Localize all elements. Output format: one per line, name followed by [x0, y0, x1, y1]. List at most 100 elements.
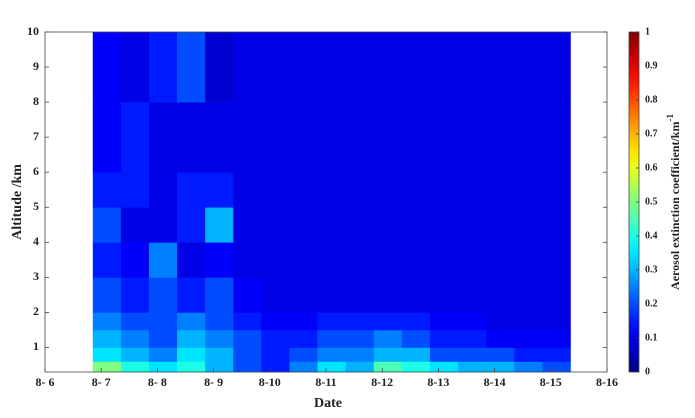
heatmap-cell — [148, 277, 178, 313]
y-tick-label: 2 — [33, 304, 39, 318]
heatmap-cell — [120, 32, 150, 103]
heatmap-cell — [205, 361, 234, 373]
heatmap-cell — [177, 361, 206, 373]
heatmap-cell — [486, 102, 515, 173]
heatmap-cell — [120, 329, 150, 348]
heatmap-cell — [486, 361, 515, 373]
x-tick-label: 8-15 — [540, 375, 562, 389]
heatmap-cell — [177, 312, 206, 331]
heatmap-cell — [514, 242, 543, 278]
heatmap-cell — [233, 102, 262, 173]
colorbar-tick-label: 0 — [645, 366, 650, 377]
heatmap-cell — [401, 277, 431, 313]
heatmap-cell — [429, 102, 459, 173]
heatmap-cell — [542, 207, 571, 243]
heatmap-cell — [92, 361, 122, 373]
heatmap-cell — [373, 207, 403, 243]
heatmap-cell — [514, 32, 543, 103]
x-tick-label: 8-12 — [371, 375, 393, 389]
heatmap-cell — [120, 102, 150, 173]
y-tick-label: 3 — [33, 269, 39, 283]
x-tick-label: 8-14 — [484, 375, 506, 389]
colorbar-title: Aerosol extinction coefficient/km-1 — [665, 114, 682, 290]
heatmap-cell — [345, 172, 375, 208]
heatmap-cell — [345, 329, 375, 348]
heatmap-cell — [458, 277, 487, 313]
heatmap-cell — [514, 277, 543, 313]
heatmap-cell — [401, 242, 431, 278]
heatmap-cell — [92, 207, 122, 243]
heatmap-cell — [177, 32, 206, 103]
heatmap-cell — [233, 207, 262, 243]
heatmap-cell — [401, 312, 431, 331]
heatmap-cell — [205, 32, 234, 103]
heatmap-cell — [345, 312, 375, 331]
heatmap-cell — [148, 312, 178, 331]
heatmap-cell — [289, 207, 318, 243]
heatmap-cell — [177, 207, 206, 243]
heatmap-cell — [373, 102, 403, 173]
heatmap-cell — [92, 102, 122, 173]
heatmap-cell — [177, 172, 206, 208]
heatmap-cell — [289, 277, 318, 313]
heatmap-cell — [317, 312, 346, 331]
heatmap-cell — [92, 347, 122, 362]
heatmap-cell — [261, 347, 290, 362]
heatmap-cell — [205, 277, 234, 313]
heatmap-cell — [205, 242, 234, 278]
heatmap-cell — [177, 329, 206, 348]
x-tick-label: 8-16 — [596, 375, 618, 389]
heatmap-cell — [373, 242, 403, 278]
heatmap-cell — [542, 32, 571, 103]
heatmap-cell — [429, 361, 459, 373]
heatmap-cell — [261, 242, 290, 278]
heatmap-cell — [261, 277, 290, 313]
heatmap-cell — [514, 207, 543, 243]
colorbar-tick-label: 0.2 — [645, 298, 658, 309]
heatmap-cell — [345, 277, 375, 313]
heatmap-cell — [401, 32, 431, 103]
heatmap-cell — [514, 172, 543, 208]
x-tick-label: 8-11 — [315, 375, 336, 389]
colorbar-tick-label: 0.6 — [645, 162, 658, 173]
heatmap-cell — [514, 312, 543, 331]
heatmap-cell — [486, 277, 515, 313]
heatmap-cell — [429, 207, 459, 243]
heatmap-cell — [542, 102, 571, 173]
heatmap-cell — [148, 242, 178, 278]
heatmap-cell — [120, 347, 150, 362]
heatmap-cell — [486, 207, 515, 243]
heatmap-cell — [458, 347, 487, 362]
heatmap-cell — [345, 102, 375, 173]
heatmap-cell — [148, 329, 178, 348]
heatmap-cell — [148, 207, 178, 243]
heatmap-cell — [233, 347, 262, 362]
heatmap-cell — [486, 242, 515, 278]
heatmap-cell — [233, 361, 262, 373]
heatmap-cell — [429, 242, 459, 278]
heatmap-cell — [458, 242, 487, 278]
x-tick-label: 8- 6 — [36, 375, 55, 389]
y-tick-label: 8 — [33, 94, 39, 108]
colorbar-title-text: Aerosol extinction coefficient/km — [668, 122, 682, 290]
heatmap-cell — [317, 32, 346, 103]
heatmap-cell — [401, 329, 431, 348]
heatmap-cell — [542, 361, 571, 373]
x-tick-label: 8-13 — [427, 375, 449, 389]
heatmap-cell — [458, 102, 487, 173]
colorbar-tick-label: 0.1 — [645, 332, 658, 343]
colorbar-tick-label: 0.4 — [645, 230, 658, 241]
heatmap-cell — [120, 312, 150, 331]
heatmap-cell — [177, 242, 206, 278]
y-tick-label: 4 — [33, 234, 39, 248]
heatmap-cell — [542, 242, 571, 278]
x-tick-label: 8- 8 — [148, 375, 167, 389]
heatmap-cell — [429, 312, 459, 331]
colorbar-tick-label: 0.5 — [645, 196, 658, 207]
heatmap-cell — [233, 32, 262, 103]
heatmap-cell — [177, 347, 206, 362]
heatmap-cell — [458, 32, 487, 103]
heatmap-cell — [261, 312, 290, 331]
heatmap-cell — [514, 329, 543, 348]
heatmap-cell — [345, 32, 375, 103]
